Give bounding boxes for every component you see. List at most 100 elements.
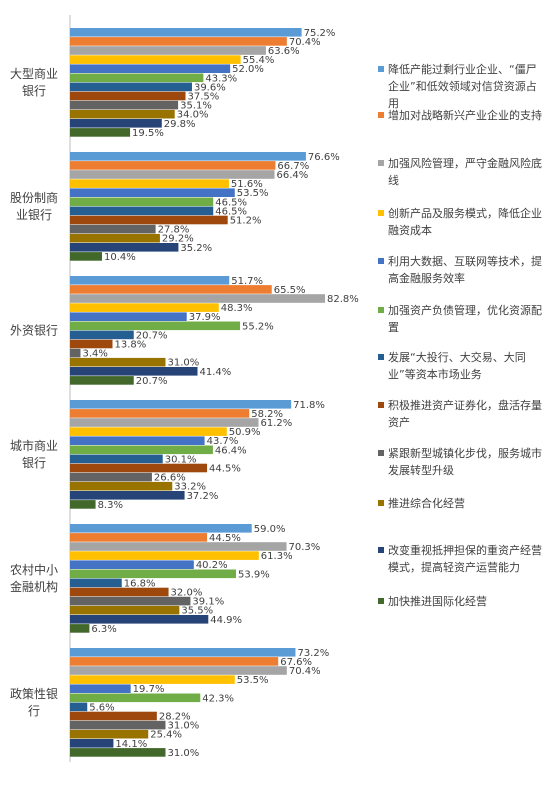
value-label: 55.4% [243, 55, 275, 66]
legend-label: 增加对战略新兴产业企业的支持 [388, 109, 542, 122]
legend-item: 利用大数据、互联网等技术，提高金融服务效率 [378, 253, 546, 287]
legend-swatch [378, 402, 384, 408]
bar [70, 587, 169, 597]
legend-label: 紧跟新型城镇化步伐，服务城市发展转型升级 [388, 447, 542, 477]
bar [70, 524, 252, 533]
value-label: 63.6% [268, 46, 300, 57]
bar [70, 427, 227, 436]
value-label: 35.1% [180, 101, 212, 112]
value-label: 31.0% [167, 358, 199, 369]
bar [70, 605, 180, 615]
bar [70, 684, 131, 693]
value-label: 37.2% [187, 491, 219, 502]
value-label: 43.7% [207, 436, 239, 447]
value-label: 50.9% [229, 427, 261, 438]
value-label: 70.4% [289, 666, 321, 677]
bar [70, 624, 90, 633]
legend-swatch [378, 112, 384, 118]
bar [70, 418, 259, 427]
bar [70, 330, 134, 340]
bar [70, 648, 296, 657]
legend-item: 加强风险管理，严守金融风险底线 [378, 155, 546, 189]
value-label: 39.6% [194, 82, 226, 93]
value-label: 46.4% [215, 445, 247, 456]
legend-swatch [378, 160, 384, 166]
bar [70, 409, 250, 418]
bar [70, 285, 272, 294]
legend-label: 改变重视抵押担保的重资产经营模式，提高轻资产运营能力 [388, 544, 542, 574]
legend-item: 降低产能过剩行业企业、“僵尸企业”和低效领域对信贷资源占用 [378, 61, 546, 112]
value-label: 20.7% [136, 376, 168, 387]
value-label: 27.8% [158, 225, 190, 236]
value-label: 19.7% [133, 684, 165, 695]
value-label: 71.8% [293, 400, 325, 411]
legend-swatch [378, 354, 384, 360]
value-label: 66.4% [277, 170, 309, 181]
legend-label: 利用大数据、互联网等技术，提高金融服务效率 [388, 255, 542, 285]
value-label: 46.5% [215, 206, 247, 217]
value-label: 67.6% [280, 657, 312, 668]
value-label: 44.5% [209, 533, 241, 544]
bar [70, 152, 306, 161]
category-label: 政策性银行 [9, 686, 58, 718]
bar [70, 445, 213, 455]
bar [70, 615, 209, 624]
value-label: 44.5% [209, 464, 241, 475]
legend-label: 加快推进国际化经营 [388, 595, 487, 608]
value-label: 41.4% [200, 367, 232, 378]
legend-swatch [378, 307, 384, 313]
value-label: 19.5% [132, 128, 164, 139]
bar [70, 224, 156, 234]
bar [70, 481, 173, 491]
value-label: 44.9% [210, 615, 242, 626]
bar [70, 55, 241, 64]
value-label: 66.7% [277, 161, 309, 172]
value-label: 10.4% [104, 252, 136, 263]
legend-label: 推进综合化经营 [388, 497, 465, 510]
category-label: 农村中小金融机构 [9, 562, 58, 594]
value-label: 35.5% [181, 606, 213, 617]
value-label: 73.2% [297, 648, 329, 659]
legend-swatch [378, 547, 384, 553]
bar [70, 560, 194, 569]
bar [70, 463, 208, 473]
bar [70, 179, 229, 188]
legend-item: 加快推进国际化经营 [378, 593, 546, 610]
bar [70, 197, 214, 207]
bar [70, 748, 166, 757]
value-label: 52.0% [232, 64, 264, 75]
value-label: 75.2% [304, 28, 336, 39]
value-label: 29.2% [162, 234, 194, 245]
legend-item: 创新产品及服务模式，降低企业融资成本 [378, 205, 546, 239]
bar [70, 400, 292, 409]
bar [70, 91, 186, 101]
value-label: 53.9% [238, 569, 270, 580]
bar [70, 693, 201, 703]
value-label: 59.0% [254, 524, 286, 535]
value-label: 28.2% [159, 712, 191, 723]
bar [70, 675, 235, 684]
category-label: 股份制商业银行 [9, 190, 58, 222]
value-label: 16.8% [124, 578, 156, 589]
legend-label: 积极推进资产证券化，盘活存量资产 [388, 399, 542, 429]
bar [70, 100, 179, 110]
bar [70, 491, 185, 500]
bar [70, 321, 241, 331]
bar [70, 119, 162, 128]
bar [70, 64, 231, 73]
value-label: 3.4% [82, 349, 107, 360]
bar [70, 551, 259, 560]
bar [70, 578, 122, 588]
bar [70, 312, 187, 321]
bar [70, 702, 88, 712]
legend-label: 发展“大投行、大交易、大同业”等资本市场业务 [388, 351, 526, 381]
value-label: 51.7% [231, 276, 263, 287]
bar [70, 729, 149, 739]
value-label: 46.5% [215, 197, 247, 208]
bar [70, 542, 287, 551]
bar [70, 666, 287, 675]
value-label: 31.0% [167, 748, 199, 759]
bar [70, 657, 279, 666]
value-label: 70.3% [289, 542, 321, 553]
legend-swatch [378, 66, 384, 72]
